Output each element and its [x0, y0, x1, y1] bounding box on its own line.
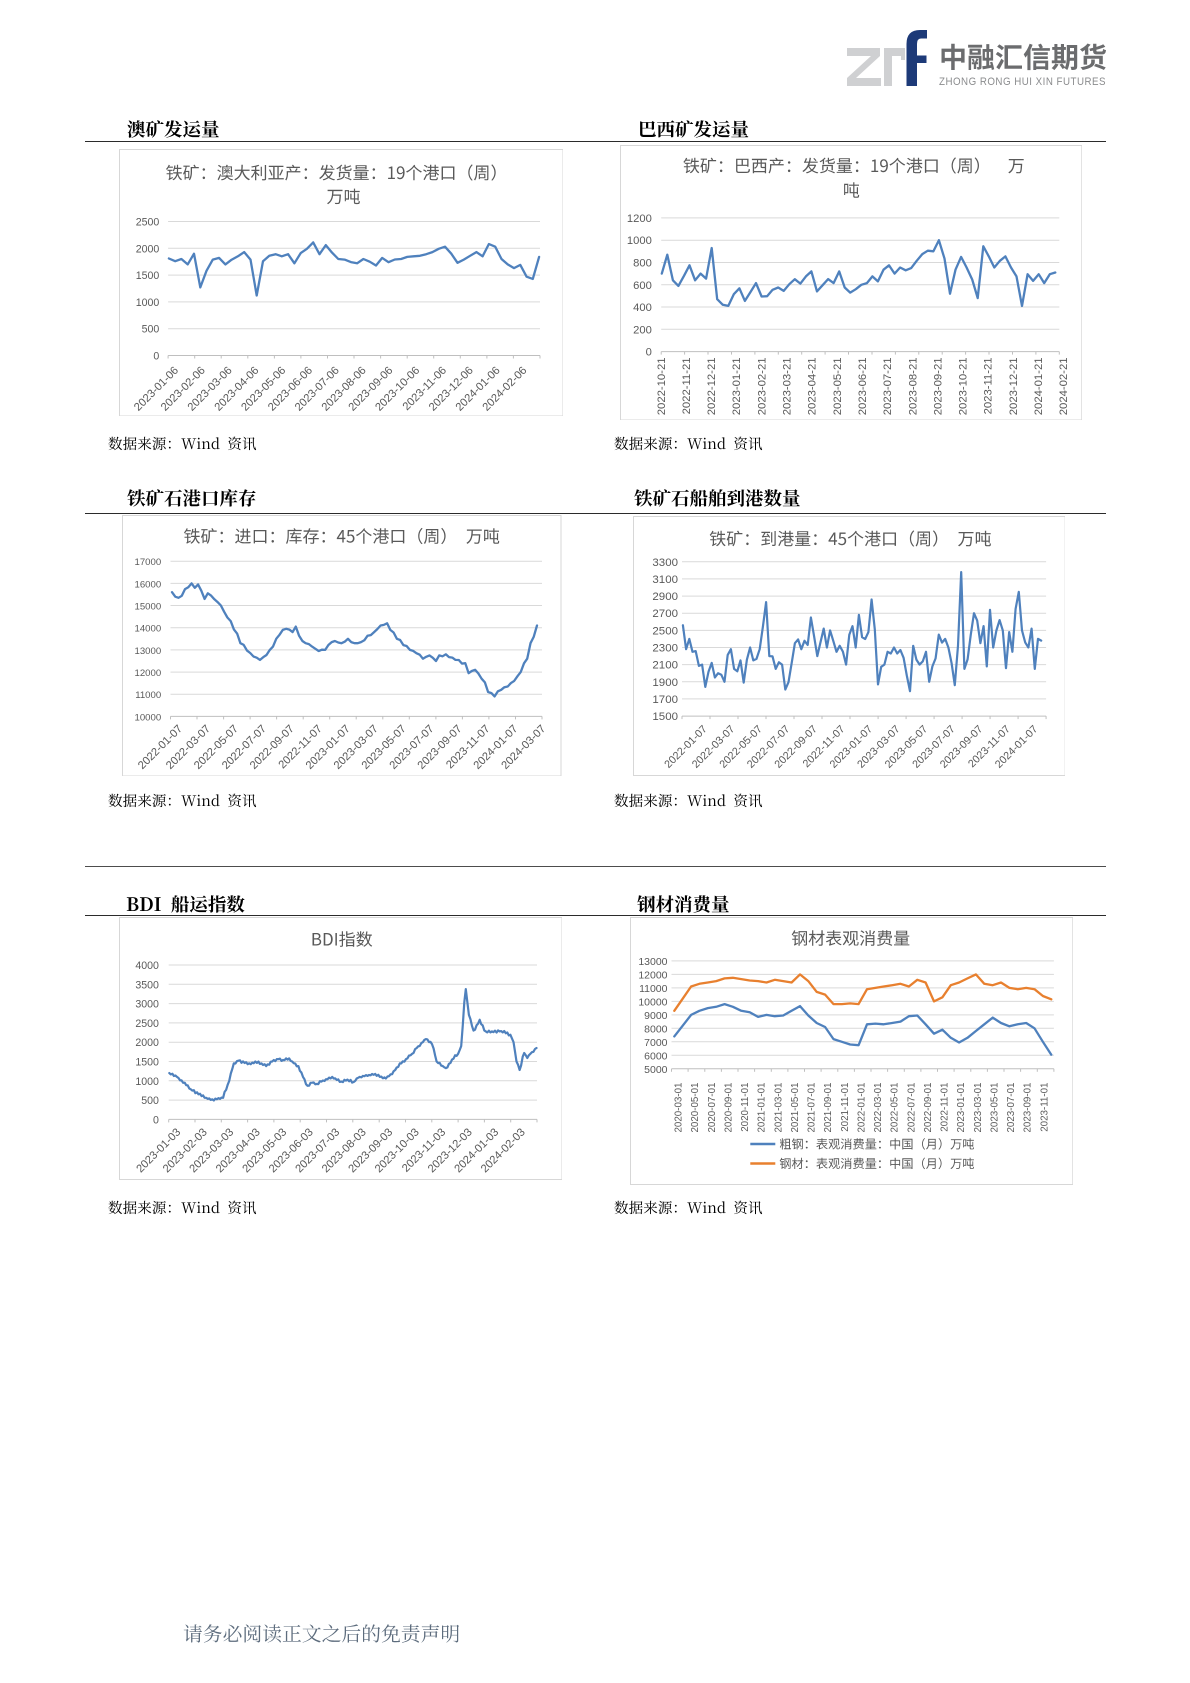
svg-text:2022-09-01: 2022-09-01 [923, 1082, 934, 1132]
svg-text:12000: 12000 [135, 668, 162, 679]
svg-text:1500: 1500 [135, 270, 159, 282]
svg-text:15000: 15000 [135, 601, 162, 612]
svg-text:ZHONG RONG HUI XIN FUTURES: ZHONG RONG HUI XIN FUTURES [939, 76, 1106, 88]
svg-text:2000: 2000 [135, 243, 159, 255]
svg-text:2023-12-21: 2023-12-21 [1008, 357, 1020, 415]
svg-text:2100: 2100 [652, 660, 678, 672]
svg-text:1700: 1700 [652, 694, 678, 706]
svg-text:3500: 3500 [135, 979, 159, 991]
svg-text:2024-02-21: 2024-02-21 [1058, 357, 1070, 415]
svg-text:2020-05-01: 2020-05-01 [690, 1082, 701, 1132]
svg-text:2023-05-21: 2023-05-21 [831, 357, 843, 415]
svg-text:2023-04-21: 2023-04-21 [806, 357, 818, 415]
svg-text:2022-11-01: 2022-11-01 [939, 1082, 950, 1131]
svg-text:2021-01-01: 2021-01-01 [756, 1082, 767, 1132]
svg-text:2300: 2300 [652, 642, 678, 654]
svg-text:2024-01-21: 2024-01-21 [1033, 357, 1045, 415]
svg-text:1500: 1500 [652, 711, 678, 723]
svg-text:10000: 10000 [638, 997, 667, 1008]
svg-text:2021-09-01: 2021-09-01 [823, 1082, 834, 1132]
svg-text:1000: 1000 [135, 1076, 159, 1088]
svg-text:2000: 2000 [135, 1037, 159, 1049]
svg-text:5000: 5000 [644, 1065, 667, 1076]
svg-text:800: 800 [633, 257, 652, 269]
svg-text:2023-03-01: 2023-03-01 [972, 1082, 983, 1132]
svg-text:600: 600 [633, 279, 652, 291]
svg-text:2021-07-01: 2021-07-01 [806, 1082, 817, 1132]
svg-text:2023-01-21: 2023-01-21 [731, 357, 743, 415]
svg-text:2020-07-01: 2020-07-01 [706, 1082, 717, 1132]
svg-text:2023-09-01: 2023-09-01 [1022, 1082, 1033, 1132]
svg-text:11000: 11000 [135, 690, 161, 701]
svg-text:0: 0 [152, 1114, 158, 1126]
svg-text:4000: 4000 [135, 960, 159, 972]
svg-text:2023-05-01: 2023-05-01 [989, 1082, 1000, 1132]
svg-text:2022-03-01: 2022-03-01 [873, 1082, 884, 1132]
svg-text:2023-09-21: 2023-09-21 [932, 357, 944, 415]
svg-text:1200: 1200 [627, 212, 652, 224]
svg-text:17000: 17000 [135, 557, 162, 568]
svg-text:2021-03-01: 2021-03-01 [773, 1082, 784, 1132]
svg-text:2022-12-21: 2022-12-21 [706, 357, 718, 415]
svg-text:2023-06-21: 2023-06-21 [857, 357, 869, 415]
svg-text:8000: 8000 [644, 1024, 667, 1035]
svg-text:3300: 3300 [652, 557, 678, 569]
svg-text:3100: 3100 [652, 574, 678, 586]
svg-text:2023-02-21: 2023-02-21 [756, 357, 768, 415]
svg-text:500: 500 [141, 1095, 159, 1107]
svg-text:2023-08-21: 2023-08-21 [907, 357, 919, 415]
svg-text:2023-03-21: 2023-03-21 [781, 357, 793, 415]
svg-text:0: 0 [153, 350, 159, 362]
svg-text:2500: 2500 [652, 625, 678, 637]
svg-text:500: 500 [141, 323, 159, 335]
svg-text:11000: 11000 [639, 984, 668, 995]
svg-text:2022-11-21: 2022-11-21 [681, 357, 693, 414]
svg-text:9000: 9000 [644, 1011, 667, 1022]
svg-text:2023-07-21: 2023-07-21 [882, 357, 894, 415]
svg-text:6000: 6000 [644, 1051, 667, 1062]
svg-text:7000: 7000 [644, 1038, 667, 1049]
svg-text:2022-05-01: 2022-05-01 [889, 1082, 900, 1132]
svg-text:2900: 2900 [652, 591, 678, 603]
svg-text:13000: 13000 [638, 957, 667, 968]
svg-text:2023-11-21: 2023-11-21 [982, 357, 994, 414]
svg-text:1000: 1000 [627, 235, 652, 247]
svg-text:10000: 10000 [135, 712, 162, 723]
svg-text:2700: 2700 [652, 608, 678, 620]
svg-text:2020-11-01: 2020-11-01 [740, 1082, 751, 1131]
svg-text:1900: 1900 [652, 677, 678, 689]
svg-text:2022-07-01: 2022-07-01 [906, 1082, 917, 1132]
svg-text:12000: 12000 [638, 970, 667, 981]
svg-text:200: 200 [633, 324, 652, 336]
svg-text:2023-10-21: 2023-10-21 [957, 357, 969, 415]
svg-text:2500: 2500 [135, 216, 159, 228]
svg-text:2023-01-01: 2023-01-01 [956, 1082, 967, 1132]
svg-text:13000: 13000 [135, 645, 162, 656]
svg-text:1500: 1500 [135, 1057, 159, 1069]
svg-text:2021-11-01: 2021-11-01 [839, 1082, 850, 1131]
svg-text:2023-07-01: 2023-07-01 [1006, 1082, 1017, 1132]
svg-text:2022-01-01: 2022-01-01 [856, 1082, 867, 1132]
svg-text:2500: 2500 [135, 1018, 159, 1030]
svg-text:2020-09-01: 2020-09-01 [723, 1082, 734, 1132]
svg-text:2021-05-01: 2021-05-01 [790, 1082, 801, 1132]
svg-text:3000: 3000 [135, 999, 159, 1011]
svg-text:1000: 1000 [135, 296, 159, 308]
svg-text:2023-11-01: 2023-11-01 [1039, 1082, 1050, 1131]
svg-text:16000: 16000 [135, 579, 162, 590]
svg-text:2022-10-21: 2022-10-21 [655, 357, 667, 415]
svg-text:0: 0 [645, 346, 651, 358]
svg-text:14000: 14000 [135, 623, 162, 634]
svg-text:2020-03-01: 2020-03-01 [673, 1082, 684, 1132]
svg-text:400: 400 [633, 301, 652, 313]
